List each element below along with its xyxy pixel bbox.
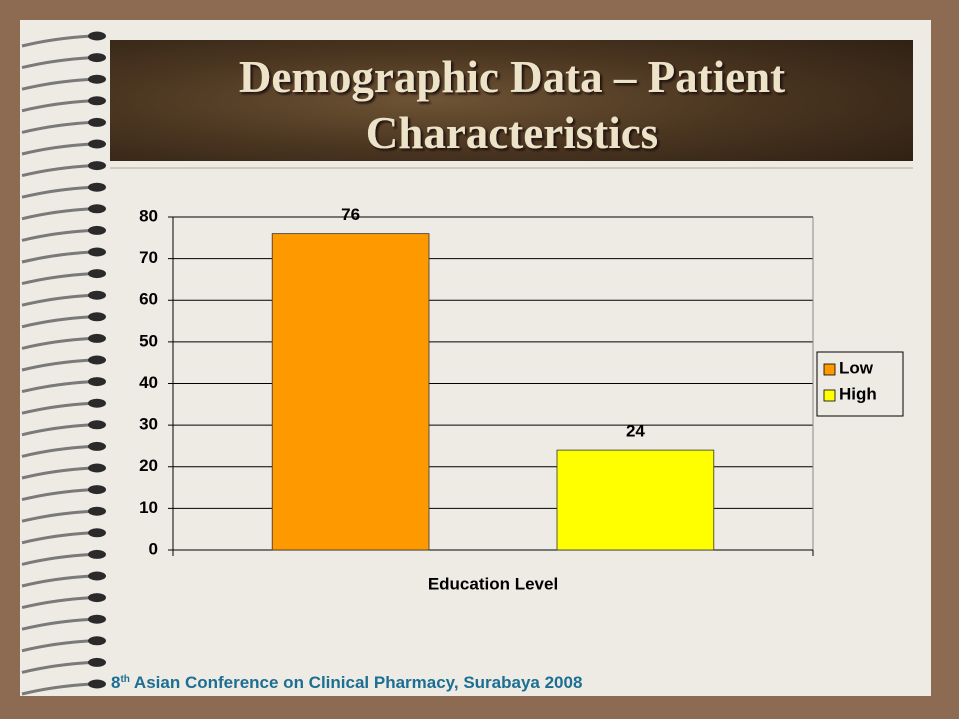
coil-hole bbox=[88, 204, 106, 214]
coil-wire bbox=[21, 56, 93, 70]
coil-hole bbox=[88, 528, 106, 538]
coil-wire bbox=[21, 617, 93, 631]
y-tick-label: 80 bbox=[139, 206, 158, 225]
legend-label: High bbox=[839, 384, 877, 403]
coil-wire bbox=[21, 293, 93, 307]
y-tick-label: 30 bbox=[139, 415, 158, 434]
coil-hole bbox=[88, 441, 106, 451]
coil-hole bbox=[88, 506, 106, 516]
spiral-binding bbox=[21, 31, 106, 696]
slide-title: Characteristics bbox=[366, 108, 658, 158]
coil-hole bbox=[88, 312, 106, 322]
coil-wire bbox=[21, 77, 93, 91]
coil-hole bbox=[88, 463, 106, 473]
coil-hole bbox=[88, 117, 106, 127]
coil-wire bbox=[21, 250, 93, 264]
coil-wire bbox=[21, 185, 93, 199]
coil-wire bbox=[21, 423, 93, 437]
slide-title: Demographic Data – Patient bbox=[239, 52, 785, 102]
coil-wire bbox=[21, 552, 93, 566]
coil-hole bbox=[88, 614, 106, 624]
coil-hole bbox=[88, 53, 106, 63]
coil-hole bbox=[88, 182, 106, 192]
coil-wire bbox=[21, 34, 93, 48]
footer-suffix: th bbox=[120, 674, 129, 685]
coil-wire bbox=[21, 358, 93, 372]
coil-wire bbox=[21, 228, 93, 242]
coil-wire bbox=[21, 401, 93, 415]
coil-hole bbox=[88, 679, 106, 689]
coil-wire bbox=[21, 444, 93, 458]
coil-wire bbox=[21, 164, 93, 178]
footer-text: Asian Conference on Clinical Pharmacy, S… bbox=[134, 673, 582, 692]
coil-hole bbox=[88, 333, 106, 343]
coil-hole bbox=[88, 290, 106, 300]
coil-wire bbox=[21, 574, 93, 588]
y-tick-label: 0 bbox=[149, 539, 158, 558]
y-tick-label: 10 bbox=[139, 498, 158, 517]
coil-wire bbox=[21, 682, 93, 696]
data-label: 24 bbox=[626, 422, 645, 441]
chart: 0 10 20 30 40 50 60 70 80 Education Level 76 24 Low H… bbox=[139, 205, 904, 593]
coil-wire bbox=[21, 596, 93, 610]
coil-hole bbox=[88, 31, 106, 41]
coil-hole bbox=[88, 485, 106, 495]
coil-wire bbox=[21, 315, 93, 329]
legend-box bbox=[816, 351, 904, 417]
coil-hole bbox=[88, 593, 106, 603]
coil-wire bbox=[21, 380, 93, 394]
legend-swatch bbox=[823, 389, 836, 402]
coil-wire bbox=[21, 639, 93, 653]
coil-wire bbox=[21, 272, 93, 286]
footer: 8th Asian Conference on Clinical Pharmacy… bbox=[111, 673, 582, 692]
coil-wire bbox=[21, 509, 93, 523]
coil-hole bbox=[88, 225, 106, 235]
coil-hole bbox=[88, 96, 106, 106]
coil-wire bbox=[21, 531, 93, 545]
coil-hole bbox=[88, 247, 106, 257]
coil-wire bbox=[21, 336, 93, 350]
legend-swatch bbox=[823, 363, 836, 376]
coil-wire bbox=[21, 99, 93, 113]
y-tick-label: 40 bbox=[139, 373, 158, 392]
x-tick-label: Education Level bbox=[428, 574, 558, 593]
coil-hole bbox=[88, 549, 106, 559]
footer-ordinal: 8 bbox=[111, 673, 120, 692]
y-tick-label: 20 bbox=[139, 456, 158, 475]
coil-wire bbox=[21, 207, 93, 221]
coil-wire bbox=[21, 120, 93, 134]
data-label: 76 bbox=[341, 205, 360, 224]
coil-wire bbox=[21, 142, 93, 156]
legend-label: Low bbox=[839, 358, 874, 377]
coil-hole bbox=[88, 161, 106, 171]
coil-hole bbox=[88, 420, 106, 430]
coil-wire bbox=[21, 660, 93, 674]
coil-hole bbox=[88, 269, 106, 279]
y-tick-label: 50 bbox=[139, 331, 158, 350]
y-tick-label: 70 bbox=[139, 248, 158, 267]
coil-hole bbox=[88, 74, 106, 84]
bar bbox=[271, 233, 430, 551]
coil-hole bbox=[88, 139, 106, 149]
coil-hole bbox=[88, 657, 106, 667]
coil-hole bbox=[88, 398, 106, 408]
bar bbox=[556, 449, 715, 551]
coil-hole bbox=[88, 571, 106, 581]
title-banner bbox=[110, 40, 913, 161]
coil-hole bbox=[88, 355, 106, 365]
y-tick-label: 60 bbox=[139, 290, 158, 309]
coil-wire bbox=[21, 466, 93, 480]
coil-hole bbox=[88, 636, 106, 646]
coil-wire bbox=[21, 488, 93, 502]
coil-hole bbox=[88, 377, 106, 387]
